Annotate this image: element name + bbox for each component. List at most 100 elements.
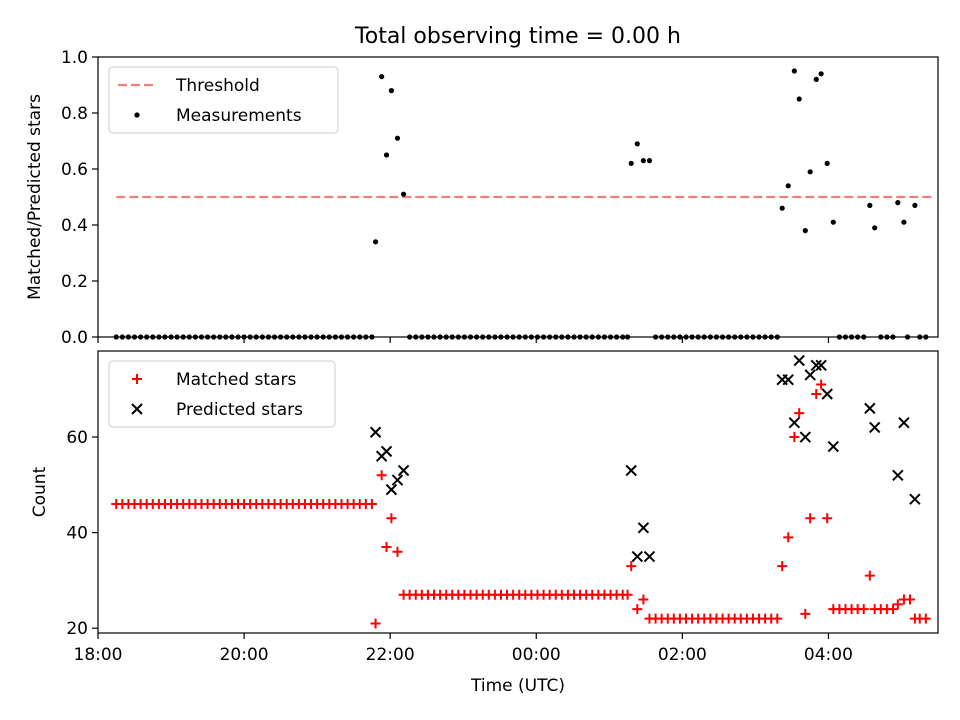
data-point — [631, 550, 644, 563]
legend: Matched stars Predicted stars — [108, 360, 336, 428]
x-tick-label: 02:00 — [658, 645, 707, 665]
data-point — [388, 88, 394, 94]
data-point — [802, 228, 808, 234]
data-point — [637, 522, 650, 534]
legend: Threshold Measurements — [108, 66, 339, 134]
data-point — [370, 618, 381, 629]
legend-label: Measurements — [176, 106, 302, 126]
data-point — [646, 158, 653, 164]
y-axis-label: Matched/Predicted stars — [25, 94, 45, 300]
data-point — [868, 421, 881, 434]
data-point — [805, 513, 816, 524]
data-point — [391, 474, 404, 486]
x-tick-label: 00:00 — [512, 645, 561, 665]
data-point — [905, 594, 915, 605]
data-point — [385, 483, 398, 496]
data-point — [369, 426, 382, 438]
data-point — [901, 219, 907, 225]
axes-frame — [97, 350, 939, 634]
data-point — [815, 359, 827, 372]
x-tick-label: 20:00 — [220, 645, 269, 665]
y-tick-label: 0.0 — [61, 328, 88, 348]
data-point — [626, 561, 637, 572]
data-point — [800, 608, 811, 619]
data-point — [777, 561, 788, 572]
data-point — [824, 160, 830, 166]
panel-ratio: 0.0 0.2 0.4 0.6 0.8 1.0 Matched/Predicted star… — [25, 48, 939, 348]
data-point — [864, 570, 875, 581]
legend-label: Threshold — [175, 76, 260, 96]
data-point — [634, 141, 640, 147]
data-point — [816, 379, 827, 390]
data-point — [638, 594, 649, 605]
legend-box — [108, 360, 336, 428]
legend-marker — [131, 403, 143, 415]
data-point — [394, 135, 401, 141]
data-point — [858, 604, 869, 615]
data-point — [400, 191, 407, 197]
y-tick-label: 1.0 — [61, 48, 88, 68]
data-point — [779, 205, 785, 211]
legend-label: Matched stars — [176, 370, 296, 390]
data-point — [380, 445, 393, 458]
data-point — [376, 470, 387, 481]
x-axis-label: Time (UTC) — [470, 676, 565, 696]
data-point — [796, 96, 802, 102]
data-point — [643, 550, 656, 563]
data-point — [818, 71, 824, 77]
data-point — [793, 354, 805, 367]
data-point — [788, 416, 801, 429]
data-point — [887, 604, 898, 615]
data-point — [383, 152, 390, 158]
y-tick-label: 40 — [66, 524, 88, 544]
data-point — [386, 513, 397, 524]
y-tick-label: 0.8 — [61, 104, 88, 124]
data-point — [872, 225, 878, 231]
legend-marker — [134, 112, 140, 118]
data-point — [397, 464, 410, 477]
y-axis-label: Count — [30, 466, 50, 517]
axes-frame — [97, 56, 939, 338]
data-point — [789, 432, 800, 443]
data-point — [909, 493, 921, 505]
data-point — [783, 532, 794, 543]
data-point — [785, 183, 791, 189]
data-point — [622, 589, 633, 600]
data-point — [827, 440, 840, 453]
y-tick-label: 20 — [66, 619, 88, 639]
data-point — [813, 76, 819, 82]
data-point — [895, 200, 901, 206]
data-point — [912, 202, 918, 208]
data-point — [791, 68, 797, 74]
y-tick-label: 0.2 — [61, 272, 88, 292]
data-point — [372, 239, 379, 245]
data-point — [867, 202, 873, 208]
data-point — [807, 169, 813, 175]
x-tick-label: 22:00 — [366, 645, 415, 665]
data-point — [628, 160, 634, 166]
y-tick-label: 0.6 — [61, 160, 88, 180]
legend-marker — [132, 374, 142, 384]
data-point — [640, 158, 646, 164]
data-point — [366, 498, 377, 509]
data-point — [632, 604, 643, 615]
data-point — [810, 359, 822, 372]
x-tick-label: 18:00 — [74, 645, 123, 665]
data-point — [822, 513, 833, 524]
data-point — [892, 599, 903, 610]
data-point — [892, 469, 904, 481]
y-tick-label: 0.4 — [61, 216, 88, 236]
x-tick-label: 04:00 — [804, 645, 853, 665]
data-point — [821, 388, 833, 400]
legend-box — [108, 66, 339, 134]
y-tick-label: 60 — [66, 428, 88, 448]
data-point — [898, 416, 910, 429]
legend-label: Predicted stars — [176, 400, 303, 420]
data-point — [772, 613, 783, 624]
data-point — [811, 389, 822, 400]
figure-title: Total observing time = 0.00 h — [354, 24, 681, 49]
data-point — [381, 541, 392, 552]
data-point — [794, 408, 805, 419]
data-point — [625, 464, 637, 477]
data-point — [920, 613, 931, 624]
